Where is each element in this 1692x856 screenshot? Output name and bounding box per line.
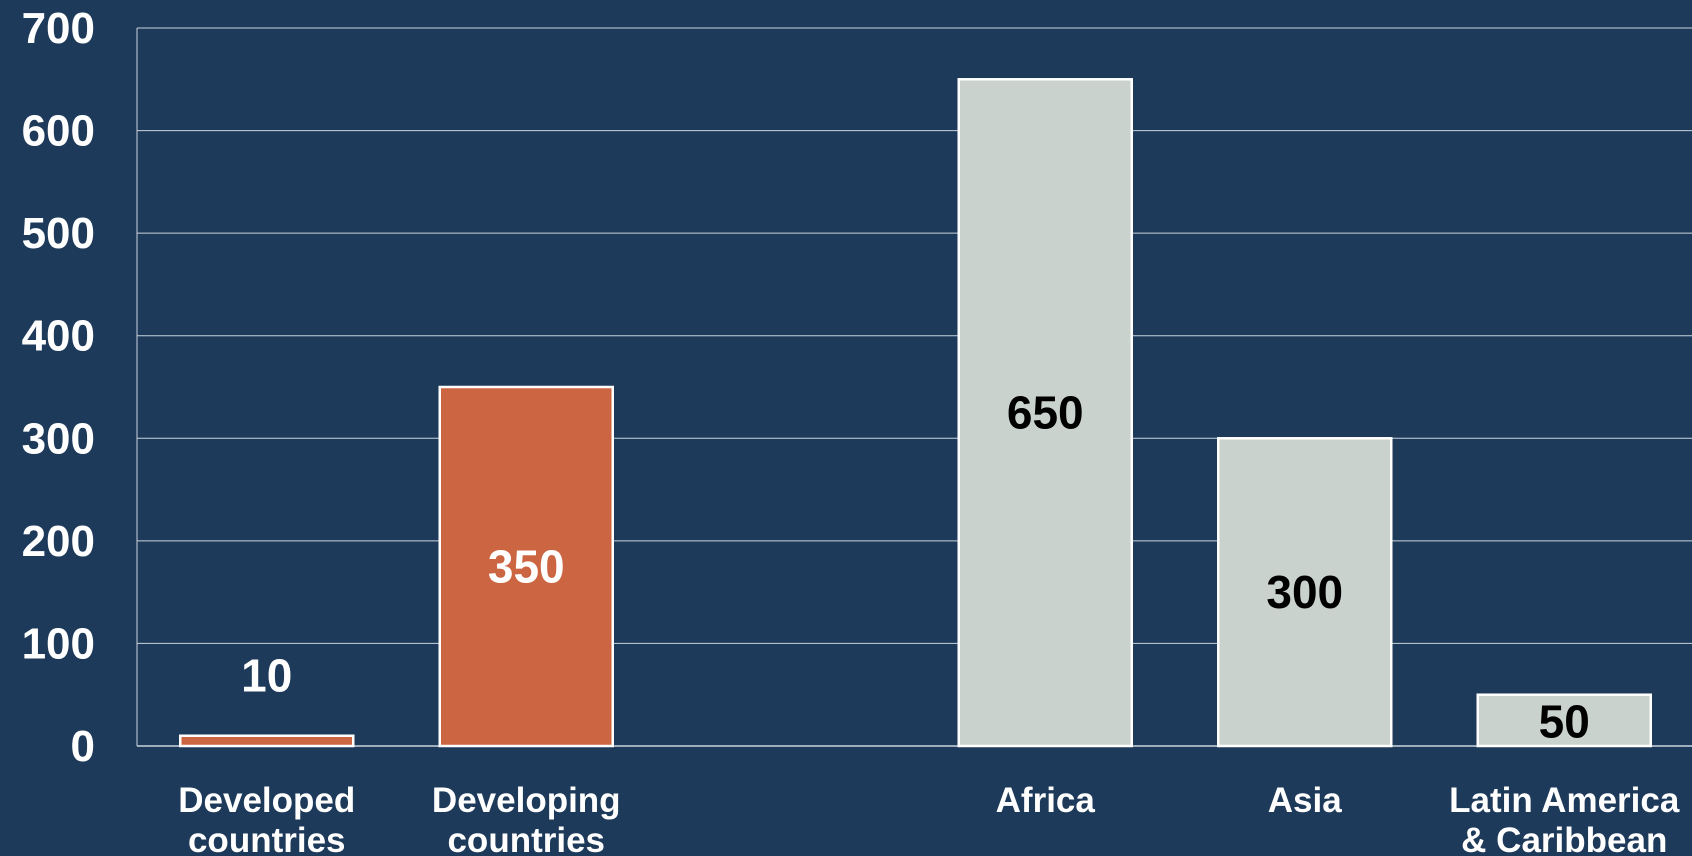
y-tick-label: 0 — [71, 722, 95, 771]
x-category-labels: DevelopedcountriesDevelopingcountriesAfr… — [178, 781, 1680, 856]
value-label: 350 — [488, 541, 565, 593]
bar-developing-countries — [438, 385, 614, 748]
value-label: 10 — [241, 650, 292, 702]
x-category-label: & Caribbean — [1461, 821, 1667, 856]
x-category-label: Latin America — [1449, 781, 1680, 820]
y-tick-label: 300 — [22, 414, 95, 463]
y-tick-label: 600 — [22, 107, 95, 156]
value-label: 50 — [1539, 695, 1590, 747]
y-tick-labels: 0 100 200 300 400 500 600 700 — [22, 4, 95, 771]
bar-asia — [1217, 437, 1393, 748]
value-label: 650 — [1007, 387, 1084, 439]
y-tick-label: 400 — [22, 312, 95, 361]
y-tick-label: 100 — [22, 619, 95, 668]
x-category-label: countries — [188, 821, 346, 856]
y-tick-label: 700 — [22, 4, 95, 53]
x-category-label: Developed — [178, 781, 355, 820]
x-category-label: Africa — [996, 781, 1096, 820]
y-tick-label: 200 — [22, 517, 95, 566]
axes — [136, 28, 1692, 747]
data-labels: 10 350 650 300 50 — [241, 387, 1590, 748]
grid-lines — [137, 27, 1692, 644]
y-tick-label: 500 — [22, 209, 95, 258]
bar-developed-countries — [179, 734, 355, 748]
x-category-label: countries — [447, 821, 605, 856]
bars — [179, 78, 1652, 748]
bar-latin-america-caribbean — [1476, 693, 1652, 748]
x-category-label: Asia — [1268, 781, 1342, 820]
x-category-label: Developing — [432, 781, 621, 820]
value-label: 300 — [1266, 566, 1343, 618]
bar-africa — [957, 78, 1133, 748]
